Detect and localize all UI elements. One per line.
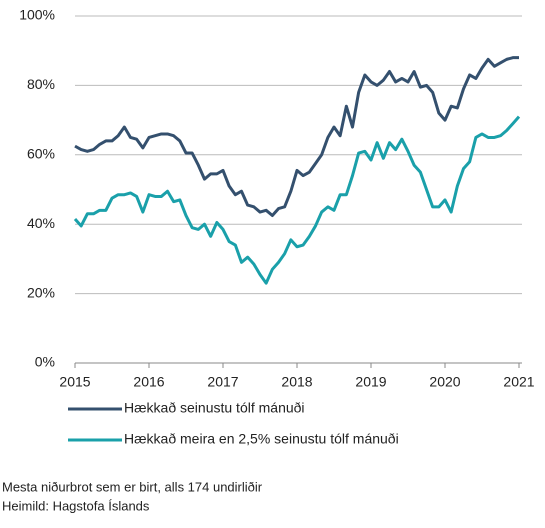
note: Heimild: Hagstofa Íslands: [2, 498, 150, 513]
legend-label: Hækkað seinustu tólf mánuði: [124, 400, 305, 416]
x-tick-label: 2015: [59, 374, 90, 390]
y-tick-label: 100%: [19, 7, 55, 23]
y-tick-label: 20%: [27, 284, 55, 300]
x-tick-label: 2019: [355, 374, 386, 390]
y-tick-label: 0%: [35, 354, 55, 370]
x-tick-label: 2018: [281, 374, 312, 390]
data-line: [74, 56, 519, 218]
data-line: [73, 115, 521, 285]
y-tick-label: 60%: [27, 146, 55, 162]
x-tick-label: 2021: [503, 374, 534, 390]
y-tick-label: 80%: [27, 76, 55, 92]
legend-label: Hækkað meira en 2,5% seinustu tólf mánuð…: [124, 431, 399, 447]
x-tick-label: 2020: [429, 374, 460, 390]
note: Mesta niðurbrot sem er birt, alls 174 un…: [2, 479, 263, 494]
x-tick-label: 2016: [133, 374, 164, 390]
x-tick-label: 2017: [207, 374, 238, 390]
y-tick-label: 40%: [27, 215, 55, 231]
